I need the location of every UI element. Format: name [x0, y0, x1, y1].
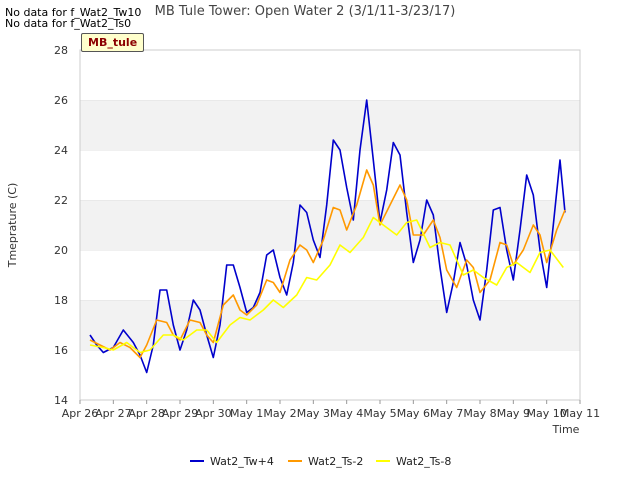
- series-line-3: [89, 216, 564, 354]
- x-tick-label: May 6: [397, 407, 430, 420]
- legend-label: Wat2_Ts-8: [396, 455, 451, 468]
- x-tick-label: May 7: [430, 407, 463, 420]
- x-tick-label: May 2: [263, 407, 296, 420]
- x-tick-label: Apr 28: [128, 407, 165, 420]
- grid-band: [80, 100, 580, 150]
- x-tick-label: May 8: [463, 407, 496, 420]
- series-lines: [89, 99, 566, 374]
- y-tick-label: 26: [54, 94, 68, 107]
- x-tick-label: May 11: [560, 407, 600, 420]
- site-tag: MB_tule: [81, 33, 145, 52]
- x-tick-label: Apr 30: [195, 407, 232, 420]
- plot-background: [80, 49, 580, 400]
- legend: Wat2_Tw+4 Wat2_Ts-2 Wat2_Ts-8: [190, 455, 451, 468]
- no-data-message-1: No data for f_Wat2_Tw10: [5, 6, 142, 19]
- y-tick-label: 28: [54, 44, 68, 57]
- y-axis: 14 16 18 20 22 24 26 28: [54, 44, 68, 407]
- series-line-1: [89, 99, 566, 374]
- plot-frame: [79, 49, 581, 401]
- x-axis-label: Time: [552, 423, 580, 436]
- y-tick-label: 14: [54, 394, 68, 407]
- legend-label: Wat2_Tw+4: [210, 455, 274, 468]
- chart-title: MB Tule Tower: Open Water 2 (3/1/11-3/23…: [155, 4, 456, 19]
- x-tick-label: May 5: [363, 407, 396, 420]
- y-tick-label: 16: [54, 344, 68, 357]
- x-tick-label: May 1: [230, 407, 263, 420]
- legend-label: Wat2_Ts-2: [308, 455, 363, 468]
- y-tick-label: 22: [54, 194, 68, 207]
- x-tick-label: May 4: [330, 407, 363, 420]
- y-tick-label: 24: [54, 144, 68, 157]
- grid-band: [80, 350, 580, 400]
- no-data-message-2: No data for f_Wat2_Ts0: [5, 17, 132, 30]
- x-tick-label: Apr 27: [95, 407, 132, 420]
- x-tick-label: May 10: [527, 407, 567, 420]
- y-tick-label: 20: [54, 244, 68, 257]
- y-axis-label: Tmeprature (C): [6, 183, 19, 269]
- x-tick-label: May 3: [297, 407, 330, 420]
- y-tick-label: 18: [54, 294, 68, 307]
- grid-band: [80, 250, 580, 300]
- grid-band: [80, 50, 580, 100]
- x-tick-label: Apr 29: [162, 407, 199, 420]
- x-tick-label: Apr 26: [62, 407, 99, 420]
- x-tick-label: May 9: [497, 407, 530, 420]
- grid-band: [80, 300, 580, 350]
